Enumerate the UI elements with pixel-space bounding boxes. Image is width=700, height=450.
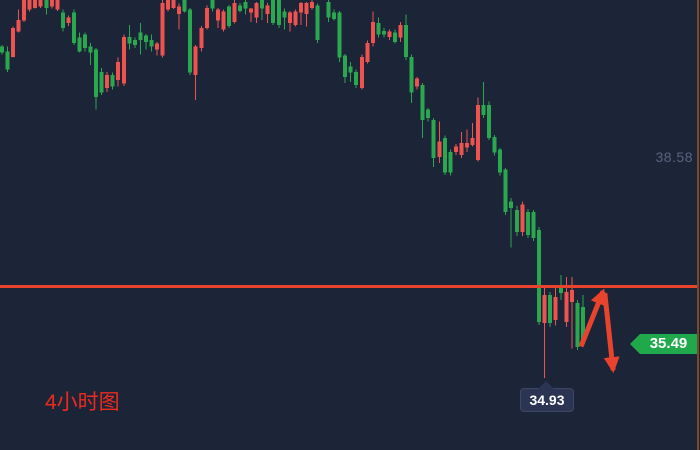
last-price-tag: 35.49	[630, 333, 697, 354]
timeframe-label: 4小时图	[45, 391, 120, 414]
axis-price-label: 38.58	[655, 149, 693, 165]
last-price-tag-pointer-icon	[630, 333, 640, 354]
low-price-value: 34.93	[529, 392, 565, 408]
tooltip-pointer-icon	[538, 381, 554, 389]
right-axis-border	[697, 0, 699, 450]
low-price-tooltip: 34.93	[520, 381, 574, 412]
last-price-tag-value: 35.49	[640, 333, 697, 354]
